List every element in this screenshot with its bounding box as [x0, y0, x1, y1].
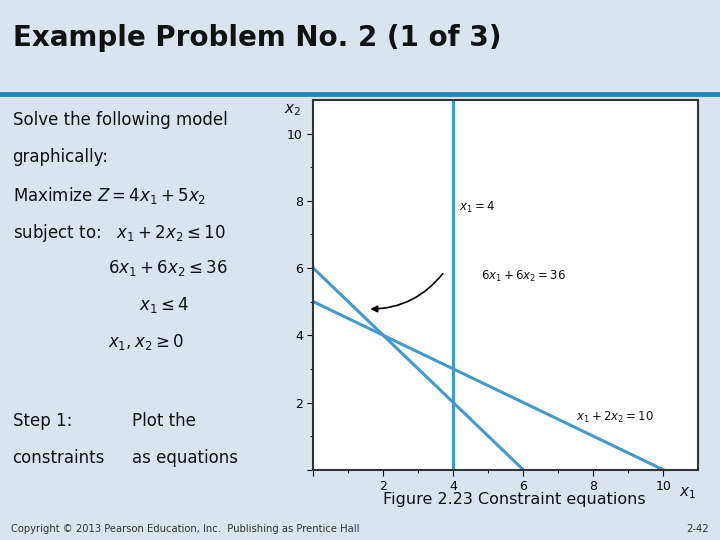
Text: Plot the: Plot the [132, 412, 195, 430]
Text: graphically:: graphically: [12, 148, 109, 166]
Text: subject to:   $x_1 + 2x_2 \leq 10$: subject to: $x_1 + 2x_2 \leq 10$ [12, 221, 225, 244]
Text: Copyright © 2013 Pearson Education, Inc.  Publishing as Prentice Hall: Copyright © 2013 Pearson Education, Inc.… [11, 523, 359, 534]
Text: Solve the following model: Solve the following model [12, 111, 228, 130]
Text: 2-42: 2-42 [687, 523, 709, 534]
Text: $x_1$: $x_1$ [680, 485, 696, 501]
Text: Example Problem No. 2 (1 of 3): Example Problem No. 2 (1 of 3) [13, 24, 501, 52]
Text: Maximize $Z = 4x_1 + 5x_2$: Maximize $Z = 4x_1 + 5x_2$ [12, 185, 206, 206]
Text: $6x_1 + 6x_2 \leq 36$: $6x_1 + 6x_2 \leq 36$ [12, 258, 227, 278]
Text: $x_1, x_2 \geq 0$: $x_1, x_2 \geq 0$ [12, 332, 184, 352]
Text: Figure 2.23 Constraint equations: Figure 2.23 Constraint equations [384, 492, 646, 507]
Text: Step 1:: Step 1: [12, 412, 72, 430]
Text: as equations: as equations [132, 449, 238, 467]
Text: $x_1 \leq 4$: $x_1 \leq 4$ [12, 295, 189, 315]
Text: $6x_1 + 6x_2 = 36$: $6x_1 + 6x_2 = 36$ [481, 269, 567, 284]
Text: constraints: constraints [12, 449, 105, 467]
Text: $x_1 + 2x_2 = 10$: $x_1 + 2x_2 = 10$ [576, 410, 654, 425]
Text: $x_2$: $x_2$ [284, 102, 301, 118]
Text: $x_1 = 4$: $x_1 = 4$ [459, 200, 495, 215]
